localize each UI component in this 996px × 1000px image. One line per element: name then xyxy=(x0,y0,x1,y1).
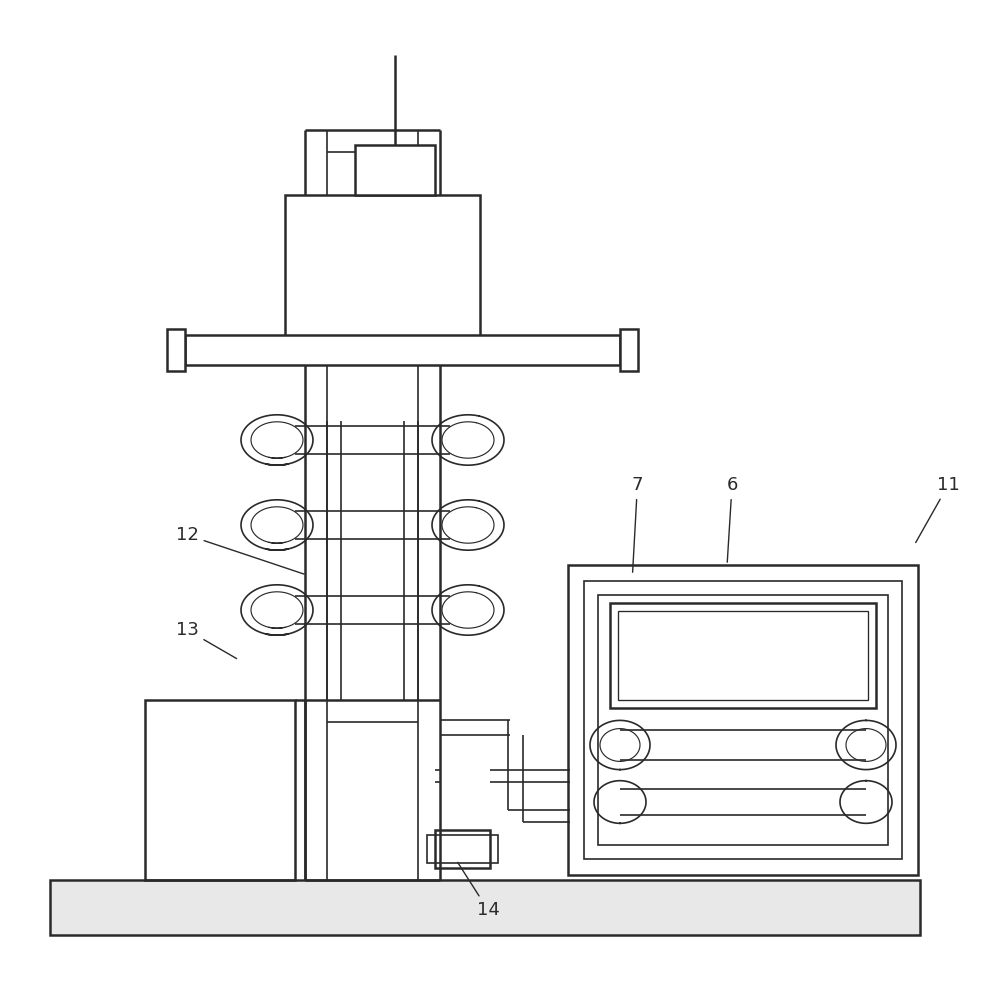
Bar xyxy=(610,603,876,708)
Bar xyxy=(435,830,490,868)
Bar xyxy=(618,611,868,700)
Bar xyxy=(50,880,920,935)
Bar xyxy=(145,700,295,880)
Bar xyxy=(568,565,918,875)
Bar xyxy=(167,329,185,371)
Text: 13: 13 xyxy=(176,621,237,659)
Bar xyxy=(355,145,435,195)
Text: 7: 7 xyxy=(631,476,643,572)
Bar xyxy=(598,595,888,845)
Text: 11: 11 xyxy=(915,476,959,543)
Bar xyxy=(584,581,902,859)
Bar xyxy=(285,195,480,340)
Text: 14: 14 xyxy=(457,862,499,919)
Bar xyxy=(427,835,498,863)
Bar xyxy=(620,329,638,371)
Bar xyxy=(185,335,620,365)
Text: 12: 12 xyxy=(176,526,304,574)
Text: 6: 6 xyxy=(726,476,738,562)
